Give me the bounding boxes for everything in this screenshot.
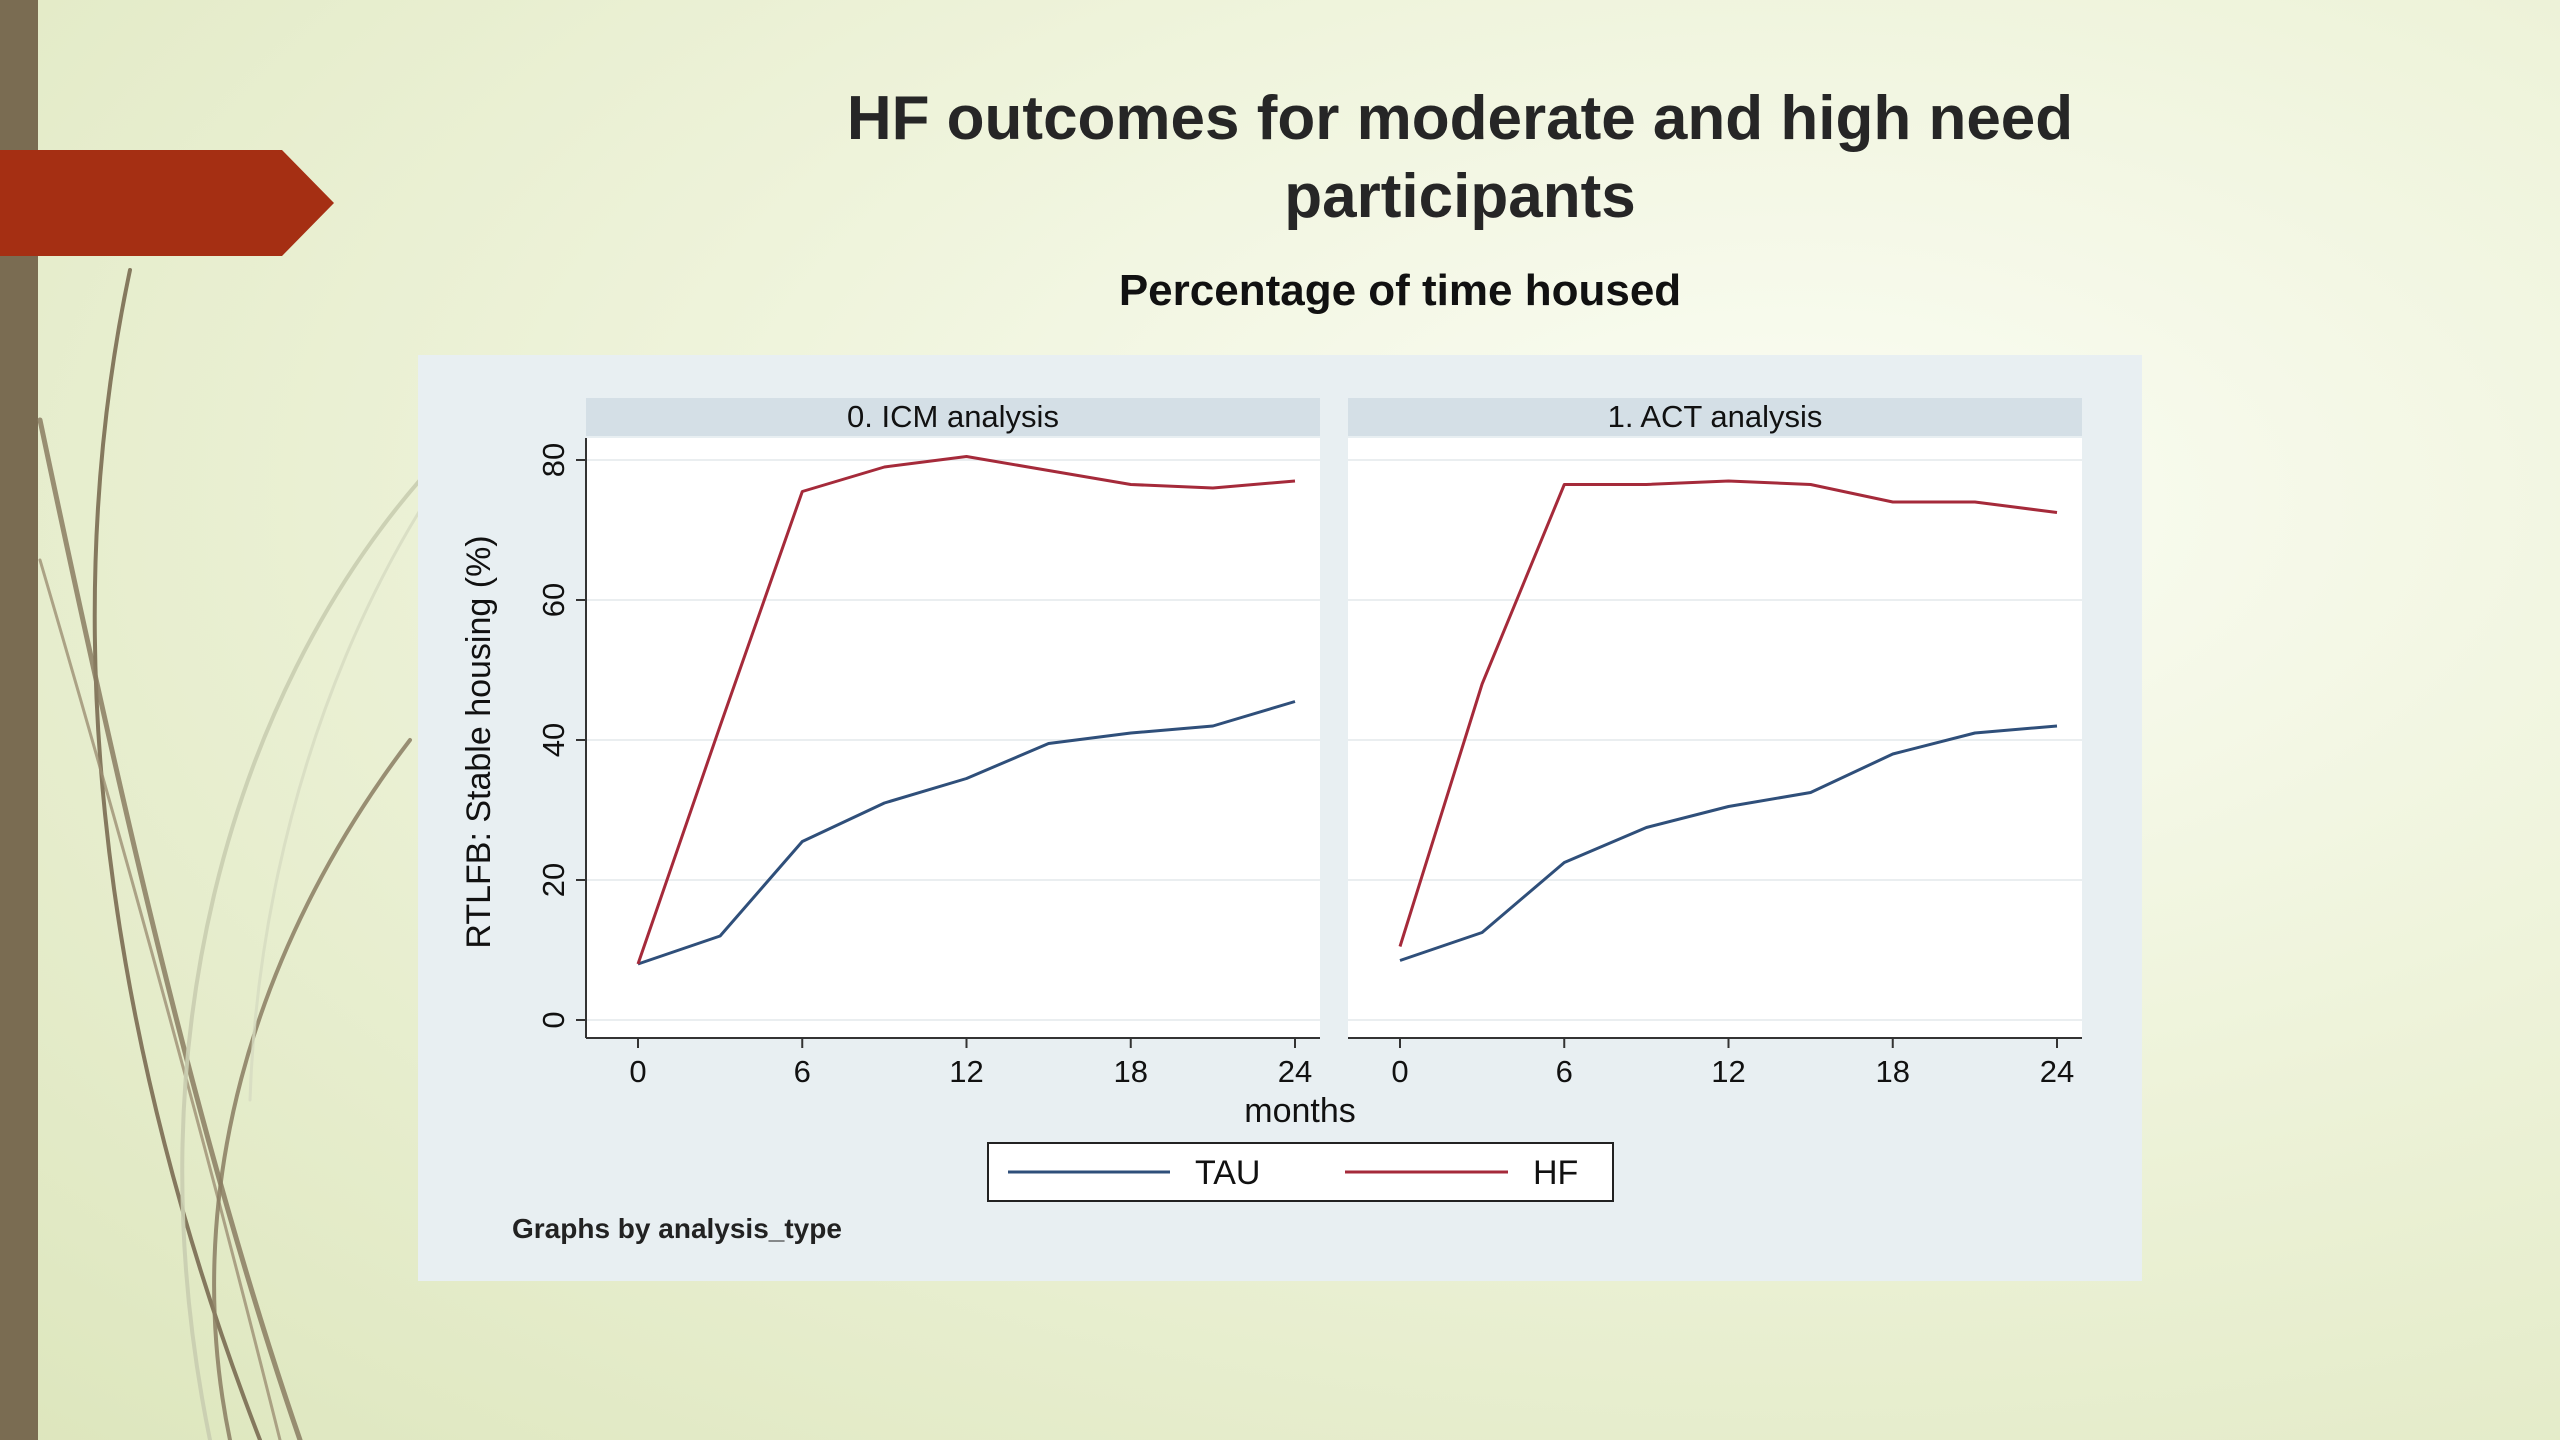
x-tick-label: 12: [949, 1054, 983, 1089]
y-tick-label: 60: [536, 583, 571, 617]
arrow-banner: [0, 150, 334, 256]
y-tick-label: 40: [536, 723, 571, 757]
series-line-hf-1: [1398, 479, 2058, 947]
panel-title-0: 0. ICM analysis: [847, 399, 1059, 434]
x-axis-label: months: [1244, 1092, 1356, 1130]
x-tick-label: 6: [1556, 1054, 1573, 1089]
slide-title: HF outcomes for moderate and high need p…: [846, 84, 2074, 231]
legend-hf-label: HF: [1533, 1154, 1578, 1192]
panel-header-0: [586, 398, 1320, 436]
series-line-tau-0: [637, 700, 1296, 966]
x-tick-label: 24: [1278, 1054, 1312, 1089]
y-tick-label: 20: [536, 863, 571, 897]
x-tick-label: 24: [2040, 1054, 2074, 1089]
legend: TAU HF: [987, 1142, 1614, 1202]
x-tick-label: 18: [1876, 1054, 1910, 1089]
x-tick-label: 0: [1391, 1054, 1408, 1089]
y-axis-label: RTLFB: Stable housing (%): [460, 535, 498, 948]
series-line-hf-0: [636, 455, 1296, 965]
legend-tau-label: TAU: [1195, 1154, 1260, 1192]
panel-header-1: [1348, 398, 2082, 436]
x-tick-label: 18: [1114, 1054, 1148, 1089]
x-tick-label: 12: [1711, 1054, 1745, 1089]
x-tick-label: 6: [794, 1054, 811, 1089]
decorative-curves: [37, 268, 420, 1440]
y-tick-label: 0: [536, 1011, 571, 1028]
plot-area-1: [1348, 438, 2082, 1038]
series-line-tau-1: [1399, 724, 2058, 962]
chart-subtitle: Percentage of time housed: [1118, 266, 1682, 315]
x-tick-label: 0: [629, 1054, 646, 1089]
y-tick-label: 80: [536, 443, 571, 477]
plot-area-0: [586, 438, 1320, 1038]
chart-note: Graphs by analysis_type: [512, 1213, 842, 1244]
panel-title-1: 1. ACT analysis: [1608, 399, 1823, 434]
